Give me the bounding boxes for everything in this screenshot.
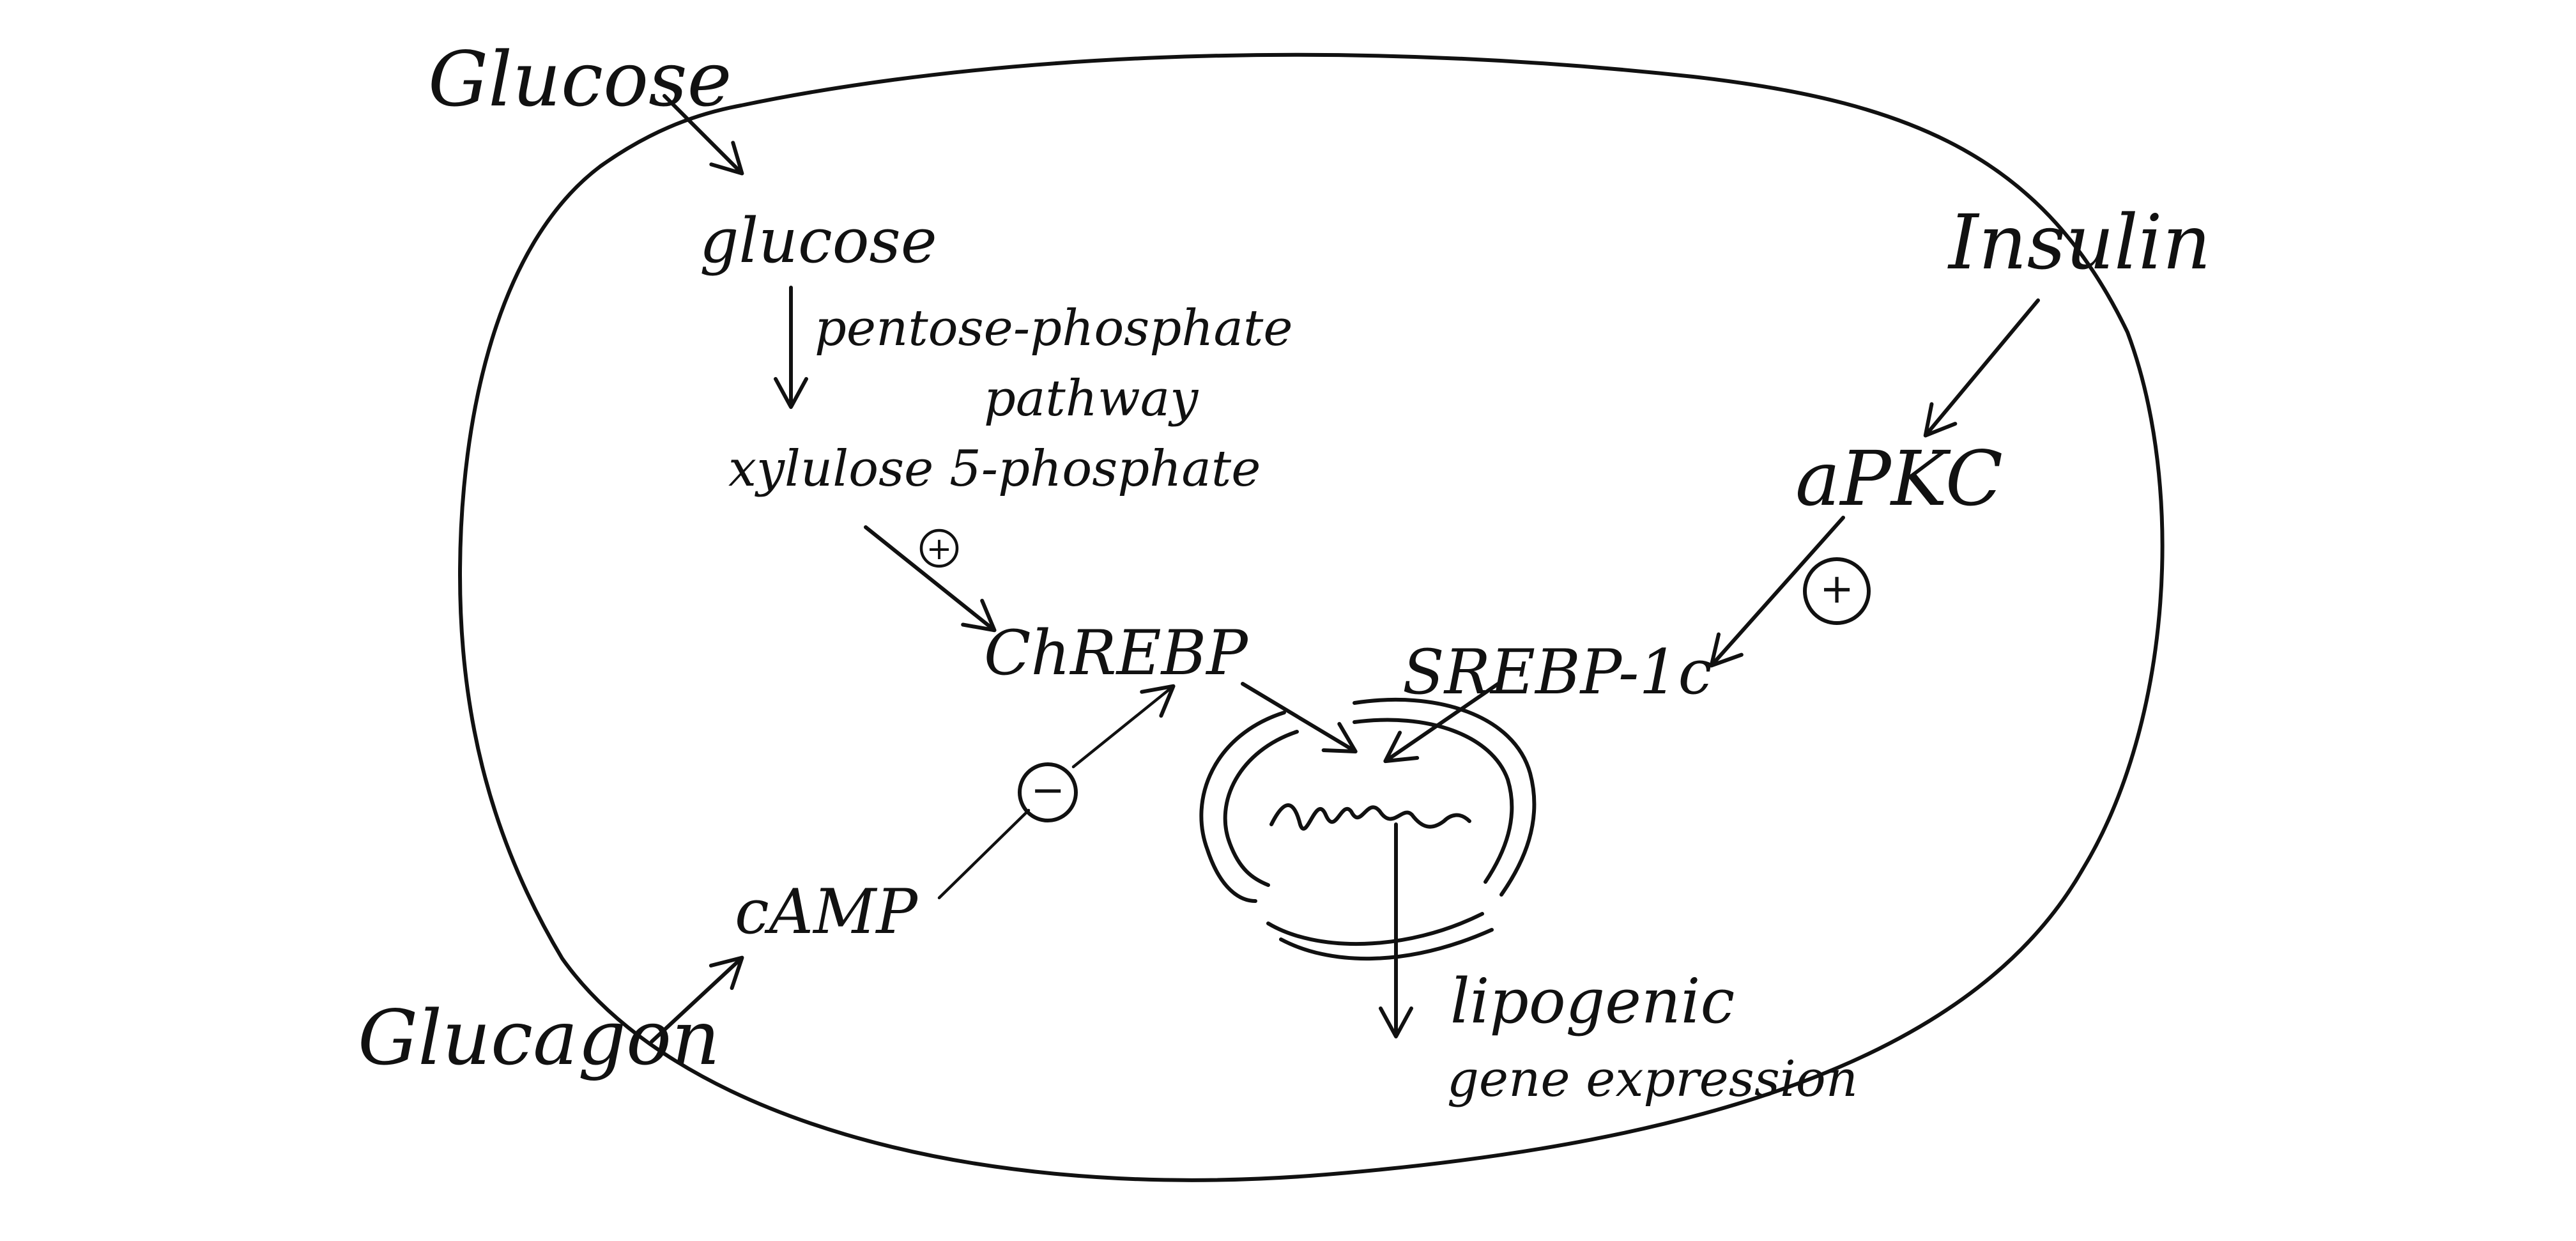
inhibition-line-camp-chrebp-upper (1071, 684, 1176, 769)
label-xylulose: xylulose 5-phosphate (728, 440, 1261, 498)
inhibition-line-camp-chrebp-lower (937, 808, 1031, 900)
label-insulin: Insulin (1947, 198, 2211, 286)
label-glucose-inside: glucose (700, 205, 937, 277)
arrow-insulin-to-apkc (1923, 298, 2040, 438)
nucleus (1199, 697, 1537, 961)
plus-sign-apkc-srebp: + (1803, 557, 1871, 625)
label-lipogenic-line2: gene expression (1447, 1051, 1858, 1108)
label-srebp: SREBP-1c (1402, 636, 1712, 708)
svg-text:+: + (926, 531, 952, 567)
label-glucagon: Glucagon (358, 994, 720, 1082)
label-pathway-line2: pathway (984, 370, 1199, 428)
svg-text:−: − (1031, 767, 1065, 814)
arrow-chrebp-to-nucleus (1241, 682, 1358, 754)
label-glucose-outside: Glucose (428, 35, 732, 123)
cell-membrane (458, 52, 2165, 1182)
label-pathway-line1: pentose-phosphate (815, 300, 1293, 357)
arrow-apkc-to-srebp (1709, 516, 1845, 668)
label-apkc: aPKC (1795, 435, 2003, 523)
label-chrebp: ChREBP (984, 617, 1248, 689)
minus-sign-camp-chrebp: − (1018, 762, 1078, 822)
arrow-glucagon-to-camp (650, 955, 744, 1044)
dna-strand (1269, 803, 1471, 831)
arrow-glucose-entry (663, 94, 744, 176)
plus-sign-xylulose-chrebp: + (919, 528, 959, 568)
arrow-srebp-to-nucleus (1383, 682, 1500, 764)
svg-text:+: + (1820, 566, 1854, 613)
label-lipogenic-line1: lipogenic (1450, 966, 1735, 1037)
arrow-xylulose-to-chrebp (864, 525, 997, 633)
label-camp: cAMP (735, 876, 918, 948)
